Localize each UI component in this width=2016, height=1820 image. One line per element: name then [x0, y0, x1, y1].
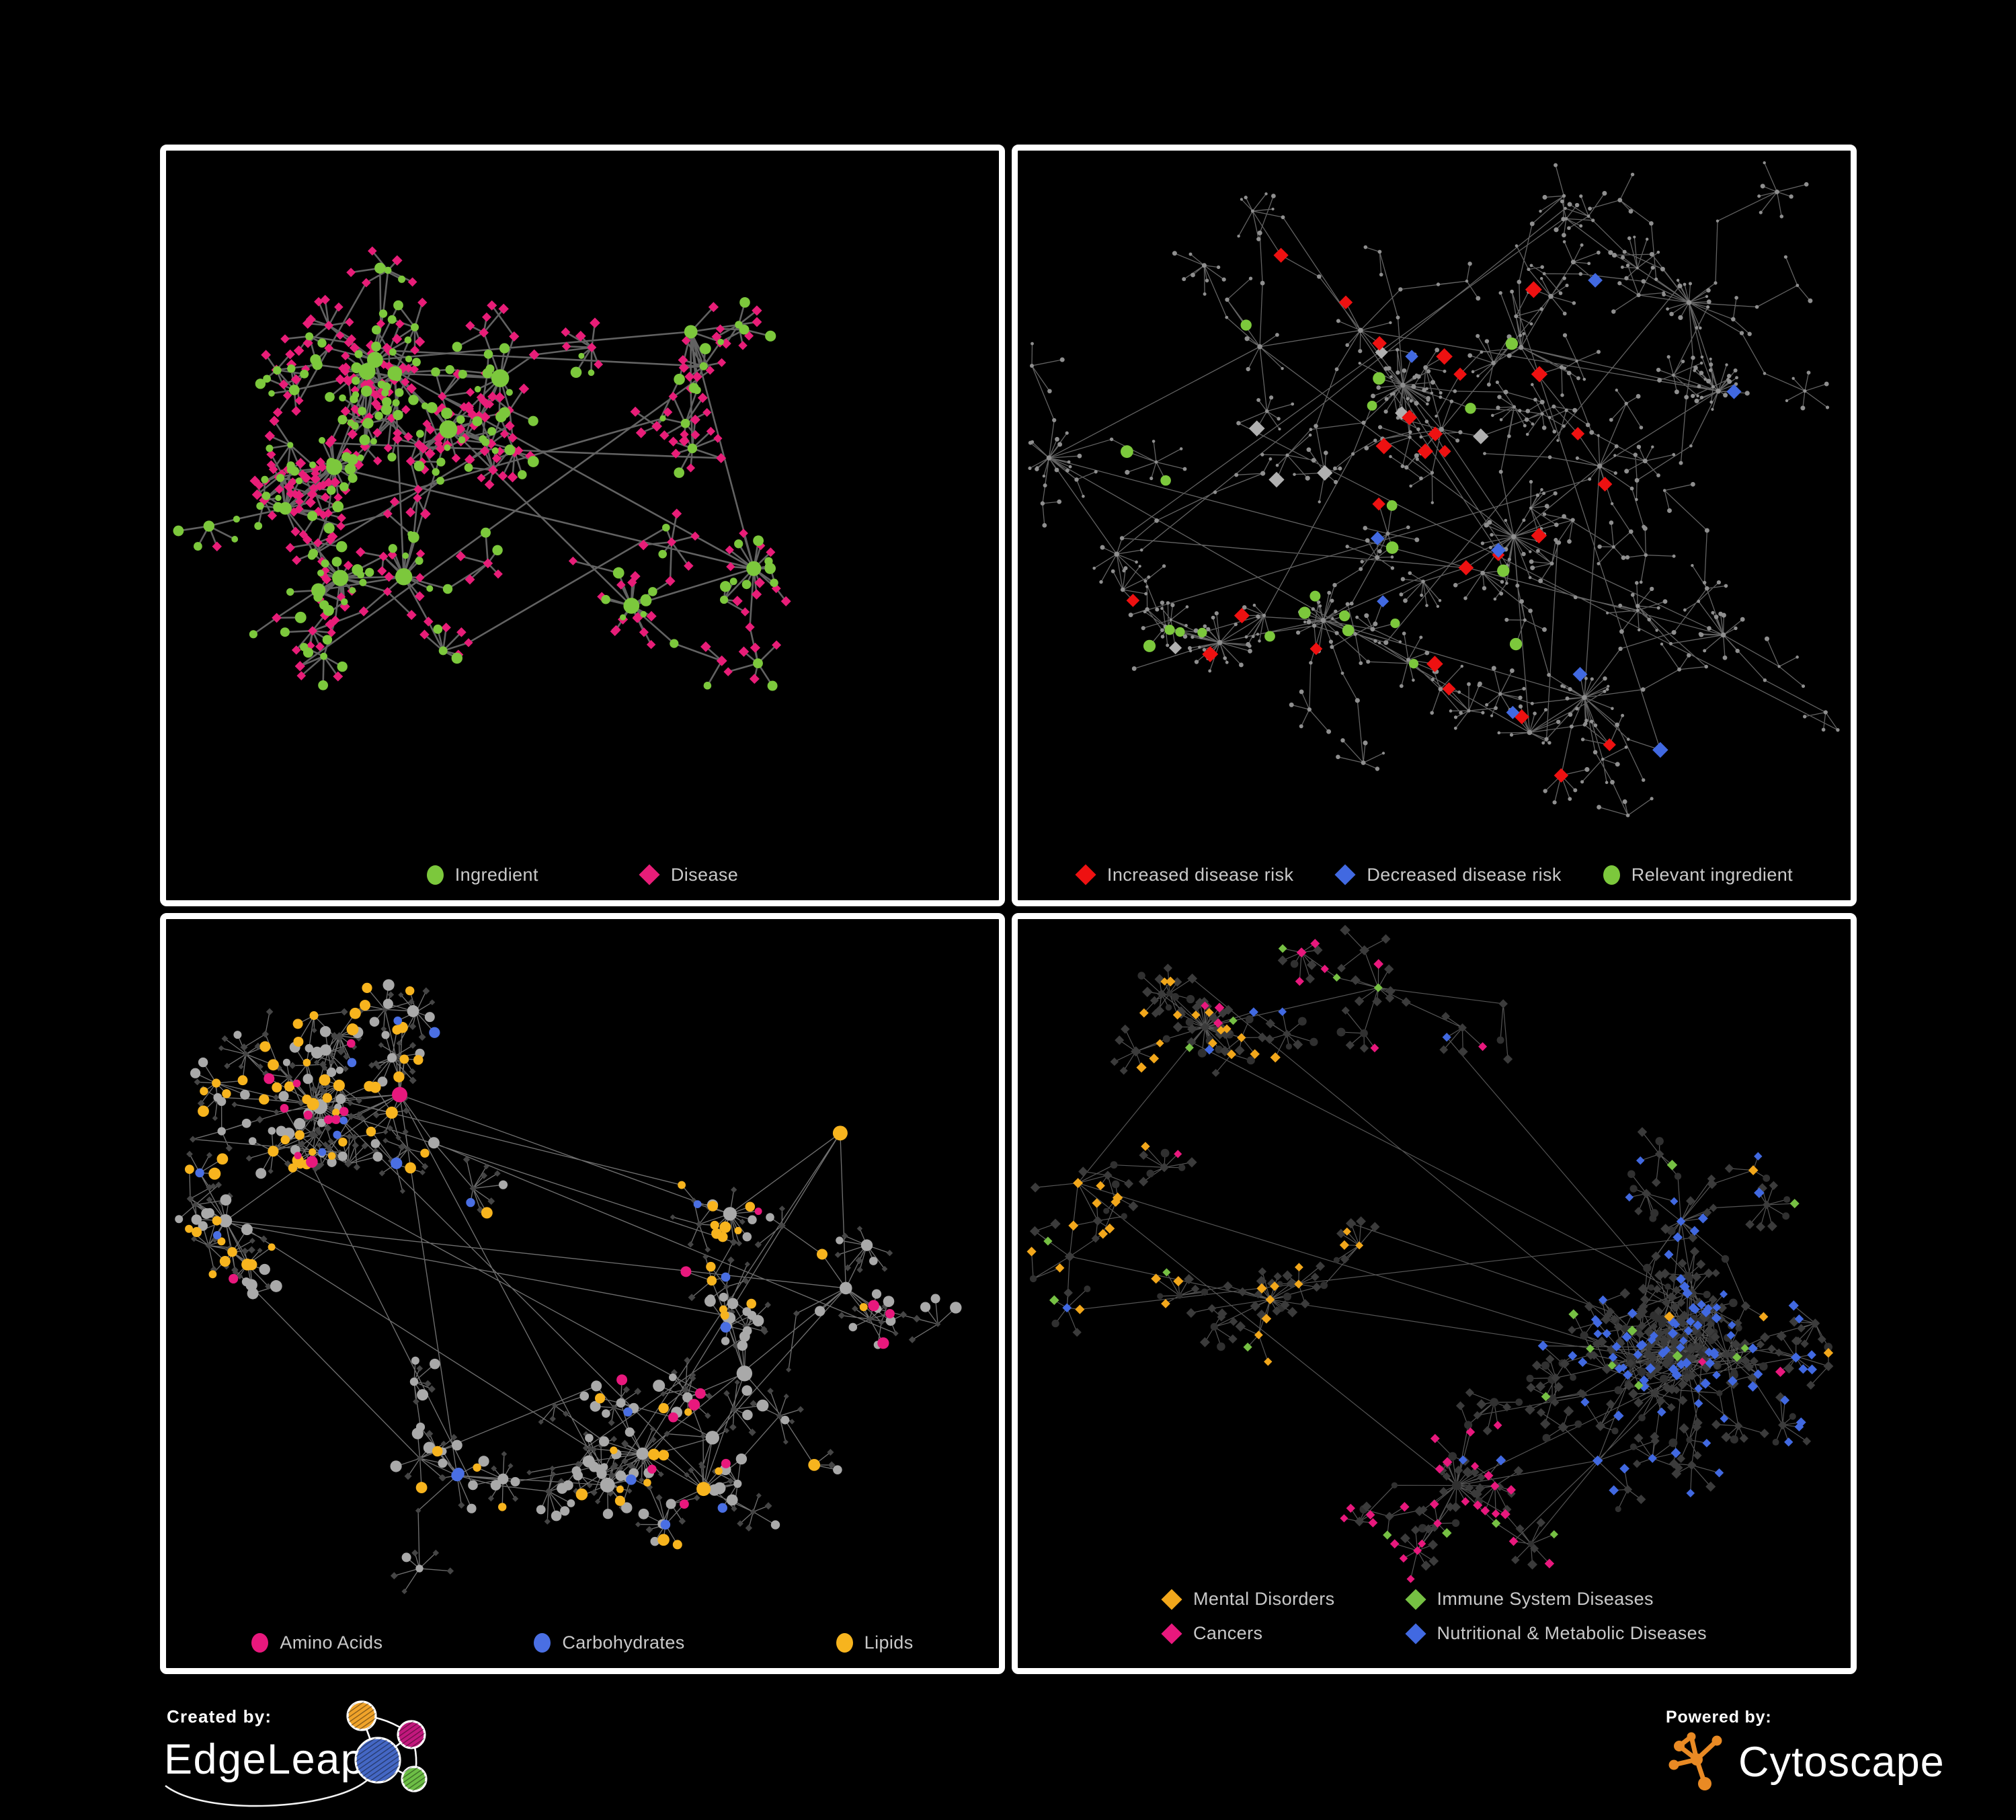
legend-label: Disease: [670, 864, 739, 885]
legend-label: Mental Disorders: [1193, 1589, 1335, 1609]
circle-nodes: [1121, 319, 1523, 669]
graph-edges: [178, 250, 787, 686]
created-by-block: Created by: EdgeLeap: [156, 1694, 472, 1820]
legend-diamond-swatch: [1334, 864, 1356, 885]
legend-diamond-swatch: [1075, 864, 1096, 885]
legend-item: Decreased disease risk: [1334, 864, 1562, 885]
legend-label: Nutritional & Metabolic Diseases: [1437, 1623, 1707, 1643]
legend-circle-swatch: [251, 1633, 269, 1653]
cytoscape-logo-icon: [1668, 1732, 1722, 1790]
panels-grid: Ingredient Disease Increased disease risk…: [160, 145, 1857, 1674]
circle-nodes: [195, 1016, 731, 1530]
legend-item: Immune System Diseases: [1404, 1588, 1654, 1610]
legend-circle-swatch: [426, 865, 444, 885]
cytoscape-icon-nodes: [1668, 1732, 1722, 1790]
panel-nutrient-classes: Amino Acids Carbohydrates Lipids: [160, 912, 1005, 1674]
graph-edges: [178, 984, 957, 1591]
legend-diamond-swatch: [1161, 1622, 1182, 1645]
legend-label: Cancers: [1193, 1623, 1263, 1643]
created-by-label: Created by:: [167, 1706, 272, 1727]
legend-label: Lipids: [864, 1632, 914, 1653]
legend-label: Decreased disease risk: [1367, 864, 1562, 885]
ingredient-disease-graph: [173, 246, 791, 691]
legend-label: Relevant ingredient: [1631, 864, 1793, 885]
legend-item: Disease: [639, 864, 739, 885]
legend-item: Nutritional & Metabolic Diseases: [1404, 1622, 1707, 1645]
edgeleap-logo-nodes: [346, 1700, 428, 1792]
legend-disease-risk: Increased disease risk Decreased disease …: [1018, 864, 1851, 885]
legend-item: Lipids: [836, 1632, 914, 1653]
legend-item: Carbohydrates: [534, 1632, 684, 1653]
panel-disease-risk: Increased disease risk Decreased disease …: [1012, 145, 1857, 906]
legend-label: Carbohydrates: [562, 1632, 685, 1653]
legend-diamond-swatch: [1161, 1588, 1182, 1610]
diamond-nodes: [186, 987, 941, 1594]
diamond-nodes: [1043, 943, 1800, 1540]
legend-item: Mental Disorders: [1161, 1588, 1335, 1610]
legend-label: Ingredient: [454, 864, 538, 885]
nutrient-class-graph: [175, 978, 962, 1594]
legend-label: Increased disease risk: [1106, 864, 1294, 885]
legend-label: Amino Acids: [280, 1632, 383, 1653]
diamond-nodes: [1062, 1006, 1817, 1497]
legend-item: Cancers: [1161, 1622, 1263, 1645]
circle-nodes: [185, 982, 868, 1549]
legend-item: Relevant ingredient: [1603, 865, 1793, 885]
panel-ingredient-disease: Ingredient Disease: [160, 145, 1005, 906]
powered-by-label: Powered by:: [1666, 1708, 1772, 1727]
disease-class-graph: [1026, 924, 1834, 1583]
diamond-nodes: [1029, 924, 1834, 1571]
legend-label: Immune System Diseases: [1437, 1589, 1654, 1609]
circle-nodes: [229, 1039, 895, 1509]
panel-disease-classes: Mental Disorders Immune System Diseases Ca…: [1012, 912, 1857, 1674]
circle-nodes: [175, 978, 962, 1573]
legend-item: Amino Acids: [251, 1632, 382, 1653]
legend-item: Increased disease risk: [1075, 864, 1294, 885]
cytoscape-brand: Cytoscape: [1738, 1739, 1945, 1786]
legend-circle-swatch: [1603, 865, 1620, 885]
legend-disease-classes: Mental Disorders Immune System Diseases Ca…: [1161, 1588, 1707, 1645]
legend-item: Ingredient: [426, 864, 538, 885]
diamond-nodes: [1370, 272, 1742, 758]
edgeleap-brand: EdgeLeap: [164, 1736, 365, 1783]
legend-nutrient-classes: Amino Acids Carbohydrates Lipids: [166, 1632, 999, 1653]
graph-edges: [1031, 929, 1829, 1579]
circle-nodes: [1028, 161, 1840, 818]
legend-circle-swatch: [534, 1633, 551, 1653]
legend-diamond-swatch: [639, 864, 660, 885]
legend-ingredient-disease: Ingredient Disease: [166, 864, 999, 885]
legend-diamond-swatch: [1404, 1588, 1426, 1610]
circle-nodes: [1029, 959, 1832, 1547]
legend-circle-swatch: [836, 1633, 853, 1653]
edgeleap-logo: Created by: EdgeLeap: [164, 1700, 428, 1807]
disease-risk-graph: [1028, 161, 1840, 818]
edgeleap-swoosh: [165, 1780, 368, 1807]
powered-by-block: Powered by: Cytoscape: [1666, 1708, 1945, 1794]
circle-nodes: [173, 262, 778, 691]
graph-edges: [1029, 162, 1839, 816]
legend-diamond-swatch: [1404, 1622, 1426, 1645]
